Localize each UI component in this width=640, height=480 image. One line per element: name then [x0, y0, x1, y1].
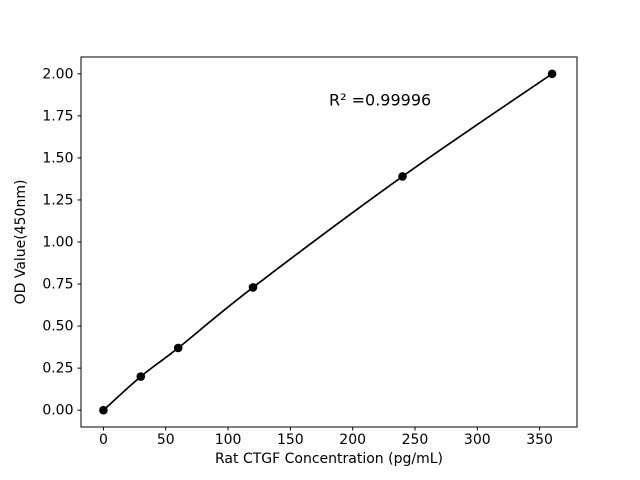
x-tick-label: 350 — [526, 432, 553, 448]
data-point-marker — [136, 372, 146, 381]
r-squared-annotation: R² =0.99996 — [329, 90, 431, 109]
x-tick-label: 200 — [339, 432, 366, 448]
fit-curve — [102, 73, 553, 411]
y-tick-label: 2.00 — [42, 66, 73, 82]
y-tick-label: 0.25 — [42, 361, 73, 377]
plot-frame — [80, 56, 578, 428]
y-tick-label: 0.75 — [42, 277, 73, 293]
data-point-marker — [99, 405, 108, 415]
y-axis-label: OD Value(450nm) — [13, 180, 29, 305]
y-tick-label: 0.00 — [42, 403, 73, 419]
plot-area: 0 50 100 150 200 250 300 350 0.00 0.25 0.50 0.75 1.0… — [42, 56, 578, 448]
y-tick-label: 1.00 — [42, 235, 73, 251]
y-tick-label: 1.75 — [42, 108, 73, 124]
x-tick-label: 300 — [464, 432, 491, 448]
data-point-marker — [173, 343, 183, 353]
data-point-marker — [547, 69, 557, 79]
y-tick-label: 1.50 — [42, 150, 73, 166]
x-tick-label: 150 — [277, 432, 304, 448]
x-tick-label: 250 — [402, 432, 429, 448]
data-point-marker — [398, 172, 407, 181]
data-point-marker — [248, 283, 258, 292]
y-tick-label: 1.25 — [42, 192, 73, 208]
x-axis-label: Rat CTGF Concentration (pg/mL) — [215, 451, 443, 467]
x-tick-label: 50 — [157, 432, 175, 448]
x-tick-label: 0 — [99, 432, 108, 448]
x-tick-label: 100 — [215, 432, 242, 448]
y-tick-label: 0.50 — [42, 319, 73, 335]
